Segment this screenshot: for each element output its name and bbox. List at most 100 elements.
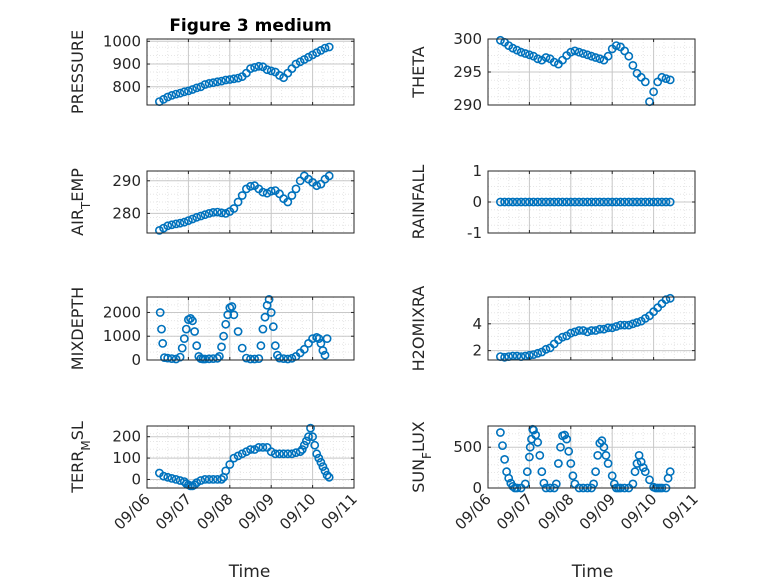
data-point [221, 466, 231, 476]
x-tick-label: 09/10 [276, 490, 319, 533]
data-point [533, 348, 543, 358]
y-tick-label: 4 [472, 315, 482, 333]
data-point [508, 43, 518, 53]
y-tick-label: 100 [112, 449, 141, 467]
data-point [570, 46, 580, 56]
data-point [525, 197, 534, 207]
data-point [508, 481, 518, 491]
data-point [254, 354, 264, 363]
data-point [661, 295, 671, 305]
data-point [522, 467, 532, 477]
data-point [256, 341, 266, 351]
x-tick-label: 09/08 [534, 490, 577, 533]
data-point [246, 354, 255, 364]
data-point [645, 475, 654, 485]
data-point [287, 191, 297, 200]
data-point [308, 432, 317, 442]
data-point [200, 354, 210, 364]
axes-sun_flux: 0500SUNFLUX09/0609/0709/0809/0909/1009/1… [409, 421, 702, 582]
data-point [233, 327, 243, 336]
series-rainfall [495, 197, 675, 207]
axis-box [487, 425, 696, 489]
data-point [640, 467, 650, 477]
data-point [188, 214, 197, 224]
data-point [314, 334, 324, 343]
data-point [558, 332, 567, 342]
data-point [183, 216, 193, 225]
data-point [533, 197, 543, 207]
data-point [500, 454, 509, 464]
y-tick-label: -1 [467, 224, 482, 242]
data-point [645, 197, 654, 207]
axes-pressure: 800 900 1000 PRESSURE Figure 3 medium [68, 16, 355, 114]
data-point [516, 47, 526, 57]
data-point [578, 49, 588, 58]
y-tick-label: 295 [453, 63, 482, 81]
data-point [270, 341, 280, 351]
data-point [624, 320, 634, 330]
data-point [516, 197, 526, 207]
data-point [204, 79, 214, 88]
data-point [283, 449, 293, 459]
data-point [196, 211, 206, 221]
axis-box [146, 170, 355, 234]
data-point [632, 197, 642, 207]
data-point [554, 197, 563, 207]
data-point [611, 41, 621, 50]
data-point [537, 467, 547, 477]
data-point [217, 208, 226, 218]
data-point [163, 92, 173, 102]
data-point [628, 319, 638, 329]
data-point [192, 341, 202, 351]
y-tick-label: 0 [131, 351, 141, 369]
y-tick-label: 2000 [103, 303, 141, 321]
data-point [221, 319, 231, 329]
data-point [616, 320, 625, 330]
data-point [322, 470, 332, 480]
data-point [525, 50, 534, 60]
data-point [250, 445, 259, 454]
data-point [225, 75, 235, 84]
y-axis-label: MIXDEPTH [68, 287, 87, 370]
y-tick-label: 200 [112, 428, 141, 446]
data-point [171, 354, 181, 364]
data-point [297, 445, 307, 454]
y-axis-label: SUNFLUX [409, 421, 434, 493]
data-point [217, 76, 226, 86]
data-point [504, 197, 514, 207]
data-point [192, 83, 202, 93]
y-axis-label: AIRTEMP [68, 168, 93, 236]
data-point [549, 57, 559, 67]
data-point [155, 308, 165, 317]
data-point [624, 197, 634, 207]
data-point [616, 197, 625, 207]
data-point [312, 181, 322, 191]
data-point [310, 440, 320, 450]
y-tick-label: 300 [453, 30, 482, 48]
data-point [541, 197, 551, 207]
data-point [279, 354, 288, 363]
data-point [229, 453, 239, 463]
data-point [217, 342, 226, 352]
data-point [262, 188, 272, 198]
data-point [246, 64, 255, 73]
x-axis-label: Time [571, 562, 614, 582]
data-point [661, 197, 671, 207]
data-point [304, 338, 313, 348]
series-air_temp [154, 171, 334, 235]
data-point [287, 449, 297, 459]
data-point [574, 197, 584, 207]
data-point [204, 208, 214, 218]
data-point [314, 453, 324, 463]
data-point [583, 327, 592, 337]
data-point [308, 334, 317, 343]
data-point [208, 207, 218, 217]
data-point [266, 186, 276, 196]
data-point [566, 328, 576, 338]
data-point [591, 53, 600, 62]
data-point [566, 459, 576, 468]
data-point [171, 219, 181, 229]
data-point [591, 197, 600, 207]
data-point [196, 476, 206, 485]
data-point [200, 210, 210, 220]
